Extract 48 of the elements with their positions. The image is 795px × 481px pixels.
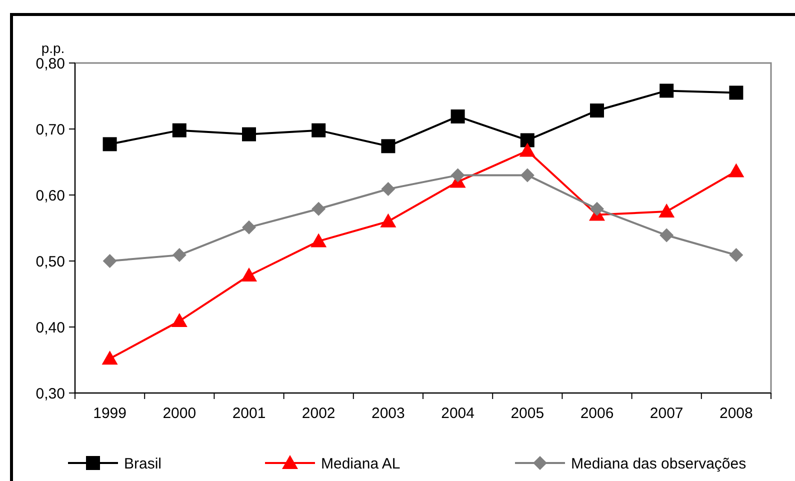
point [520,133,534,148]
x-tick-label: 2003 [372,405,405,422]
x-tick-label: 2008 [720,405,753,422]
point [242,127,256,142]
y-tick-label: 0,70 [36,121,65,138]
y-tick-label: 0,50 [36,253,65,270]
point [172,248,186,262]
point [729,86,744,100]
point [728,163,744,178]
point [590,202,604,216]
point [171,313,188,328]
y-axis-title: p.p. [41,40,65,56]
legend-label: Mediana das observações [571,455,746,472]
point [450,109,465,124]
point [658,204,675,218]
x-tick-label: 2000 [162,405,196,422]
y-tick-label: 0,80 [36,55,65,72]
x-tick-label: 2001 [232,405,266,422]
point [312,202,326,216]
point [381,182,396,196]
point [310,233,327,248]
x-tick-label: 2007 [650,405,684,422]
point [381,139,396,154]
point [450,168,465,182]
point [590,104,604,118]
point [242,220,256,234]
point [660,228,674,242]
point [241,268,257,282]
point [380,213,396,228]
point [172,123,186,138]
y-tick-label: 0,30 [36,385,65,402]
point [660,84,674,98]
legend-label: Mediana AL [321,455,400,472]
point [729,248,744,262]
legend-label: Brasil [124,455,162,472]
point [520,168,534,182]
point [102,137,117,152]
y-tick-label: 0,60 [36,187,65,204]
point [312,123,326,138]
x-tick-label: 2002 [302,405,336,422]
x-tick-label: 1999 [93,405,126,422]
y-tick-label: 0,40 [36,319,65,336]
point [102,350,118,365]
x-tick-label: 2006 [580,405,614,422]
x-tick-label: 2005 [510,405,544,422]
point [102,254,117,268]
point [519,142,536,157]
x-tick-label: 2004 [441,405,474,422]
